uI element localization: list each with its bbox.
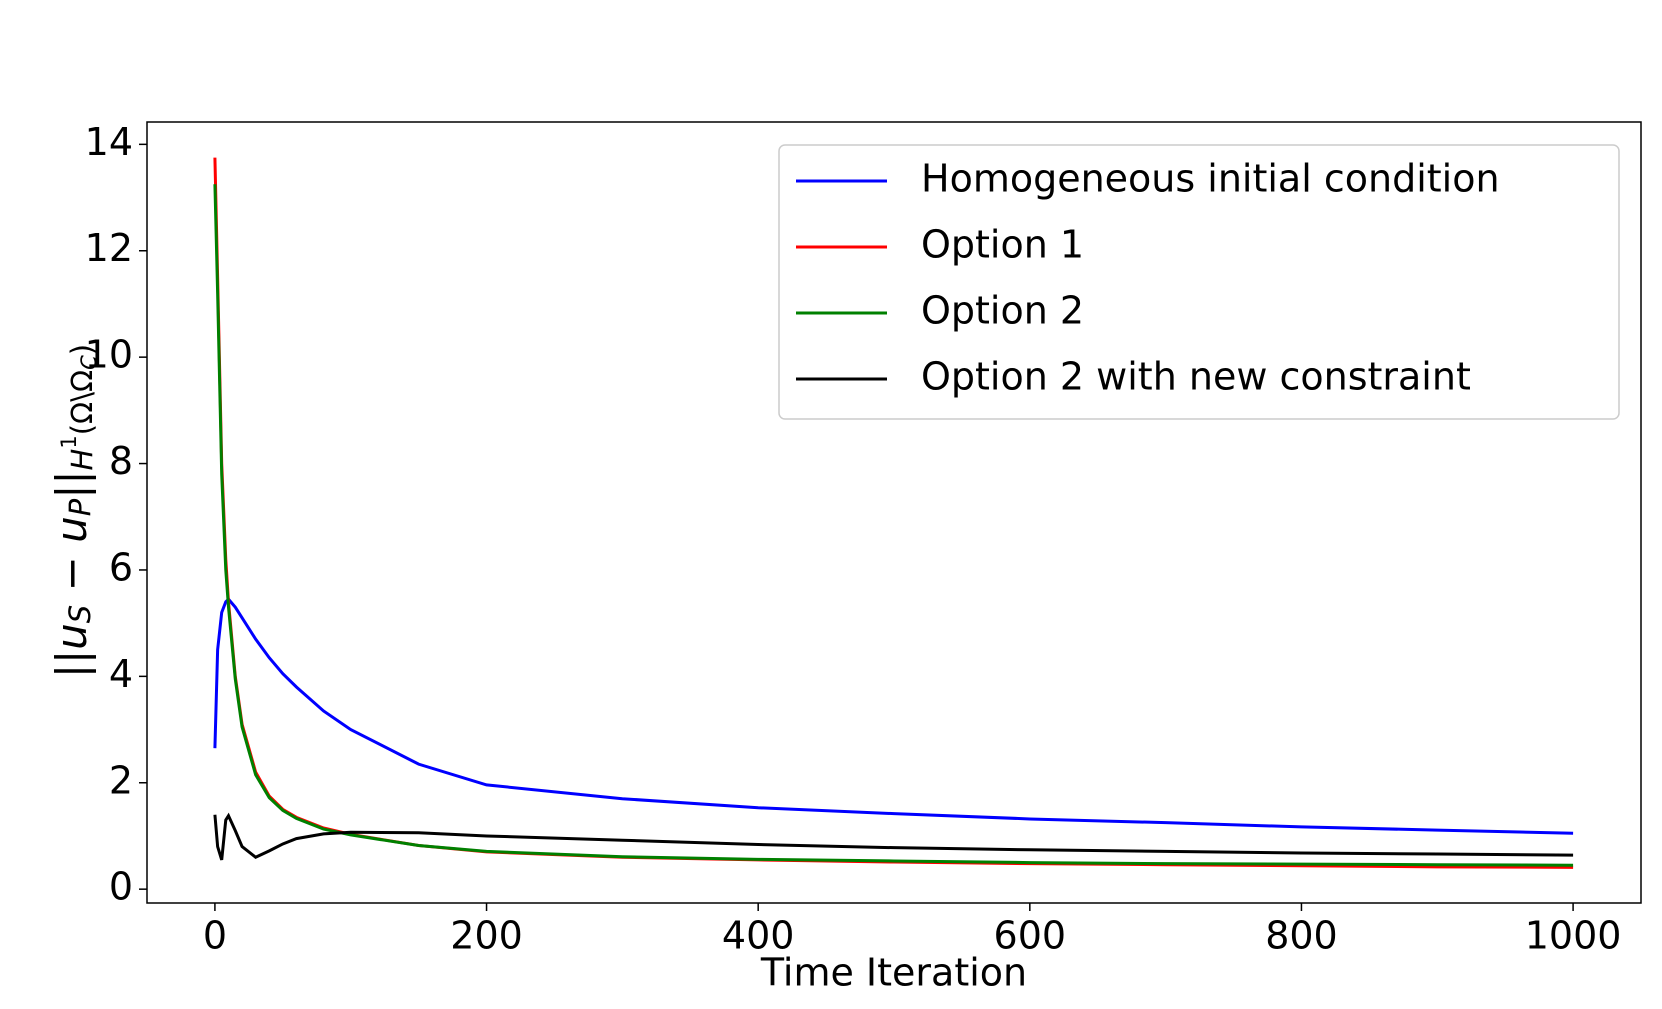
legend-label: Option 1 [921, 223, 1084, 267]
series-line [213, 812, 1574, 861]
y-axis-label-part: C [77, 355, 101, 370]
y-axis-label-part: ) [65, 344, 99, 355]
series-line [213, 184, 1574, 867]
y-axis-label-part: || [47, 470, 96, 498]
legend-label: Homogeneous initial condition [921, 157, 1500, 201]
y-axis-label-part: 1 [57, 435, 81, 448]
y-tick-label: 0 [109, 865, 133, 909]
x-axis-label: Time Iteration [760, 951, 1027, 995]
y-axis-label: ||uS − uP||H1(Ω\ΩC) [47, 344, 102, 678]
x-tick-label: 0 [203, 914, 227, 958]
y-tick-label: 10 [85, 333, 133, 377]
legend-box [778, 144, 1620, 420]
plot-frame [146, 121, 1642, 904]
y-axis-label-part: S [63, 605, 97, 623]
legend-label: Option 2 [921, 289, 1084, 333]
y-tick-label: 14 [85, 120, 133, 164]
x-tick-label: 200 [450, 914, 523, 958]
x-tick-label: 400 [722, 914, 795, 958]
y-axis-label-part: u [47, 623, 96, 650]
y-axis-label-part: P [63, 498, 97, 516]
x-tick-label: 1000 [1525, 914, 1622, 958]
y-tick-label: 6 [109, 545, 133, 589]
y-axis-label-part: H [65, 448, 99, 470]
x-tick-label: 800 [1265, 914, 1338, 958]
y-axis-label-part: (Ω\Ω [65, 370, 99, 435]
legend-label: Option 2 with new constraint [921, 355, 1471, 399]
y-axis-label-part: − [47, 543, 96, 605]
y-tick-label: 2 [109, 758, 133, 802]
y-tick-label: 4 [109, 652, 133, 696]
y-axis-label-part: u [47, 516, 96, 543]
y-tick-label: 12 [85, 226, 133, 270]
x-tick-label: 600 [994, 914, 1067, 958]
y-tick-label: 8 [109, 439, 133, 483]
y-axis-label-part: || [47, 650, 96, 678]
